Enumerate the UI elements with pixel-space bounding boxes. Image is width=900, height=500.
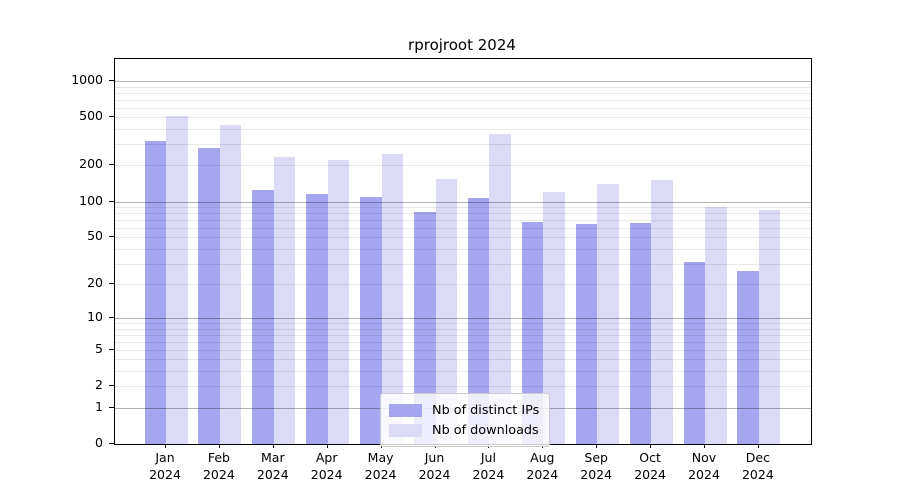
y-tick-label-1000: 1000 — [71, 71, 103, 87]
y-tick-label-500: 500 — [79, 108, 103, 124]
bar-downloads-feb — [219, 124, 242, 444]
bar-ips-oct — [629, 223, 652, 444]
x-tick-mark-oct — [650, 444, 652, 448]
y-tick-mark-10 — [109, 317, 114, 318]
x-tick-mark-jan — [165, 444, 166, 448]
bar-ips-feb — [198, 147, 220, 444]
x-tick-label-oct: Oct 2024 — [634, 450, 666, 482]
y-tick-mark-2 — [109, 385, 114, 387]
legend-item-distinct-ips: Nb of distinct IPs — [389, 400, 539, 420]
x-tick-mark-dec — [757, 444, 759, 448]
x-tick-mark-nov — [704, 444, 705, 448]
y-tick-mark-5 — [109, 348, 114, 350]
bar-ips-mar — [252, 189, 274, 444]
y-tick-label-200: 200 — [79, 156, 103, 172]
x-tick-label-dec: Dec 2024 — [741, 450, 774, 482]
y-tick-label-100: 100 — [79, 192, 103, 208]
bar-downloads-jul — [489, 133, 511, 444]
bar-downloads-dec — [758, 209, 781, 444]
y-tick-mark-50 — [109, 236, 114, 238]
x-tick-label-mar: Mar 2024 — [256, 450, 289, 482]
x-tick-label-feb: Feb 2024 — [202, 450, 235, 482]
legend-swatch-downloads-icon — [389, 423, 422, 437]
bar-ips-jul — [467, 198, 490, 444]
bar-ips-apr — [306, 194, 328, 444]
bar-downloads-may — [381, 153, 404, 444]
bar-ips-jan — [144, 140, 166, 444]
x-tick-label-sep: Sep 2024 — [580, 450, 613, 482]
bar-ips-dec — [737, 270, 759, 444]
y-tick-mark-1000 — [109, 79, 114, 81]
legend-label-downloads: Nb of downloads — [432, 422, 539, 438]
x-tick-mark-apr — [326, 444, 328, 448]
bars-layer — [115, 59, 811, 444]
x-tick-label-jul: Jul 2024 — [472, 450, 505, 482]
x-tick-label-aug: Aug 2024 — [526, 450, 559, 482]
bar-downloads-oct — [651, 180, 673, 444]
x-tick-mark-feb — [218, 444, 220, 448]
bar-ips-nov — [683, 261, 705, 444]
y-tick-label-50: 50 — [87, 228, 103, 244]
legend-label-distinct-ips: Nb of distinct IPs — [432, 402, 540, 418]
y-tick-label-2: 2 — [95, 377, 103, 393]
bar-downloads-sep — [597, 183, 619, 444]
plot-area: Nb of distinct IPs Nb of downloads — [114, 58, 812, 447]
bar-ips-jun — [414, 212, 436, 444]
bar-downloads-mar — [273, 156, 296, 444]
chart-title: rprojroot 2024 — [408, 36, 516, 54]
x-tick-label-nov: Nov 2024 — [688, 450, 720, 482]
y-tick-label-10: 10 — [87, 309, 103, 324]
bar-downloads-nov — [705, 206, 727, 444]
x-tick-label-may: May 2024 — [364, 450, 397, 482]
x-tick-mark-mar — [272, 444, 274, 448]
bar-downloads-aug — [543, 192, 565, 444]
y-tick-mark-500 — [109, 116, 114, 118]
y-tick-mark-20 — [109, 283, 114, 284]
y-tick-label-1: 1 — [95, 398, 103, 414]
bar-downloads-jan — [166, 115, 188, 444]
legend-item-downloads: Nb of downloads — [389, 420, 539, 440]
y-tick-label-5: 5 — [95, 340, 103, 356]
legend-swatch-ips-icon — [389, 403, 422, 417]
bar-ips-aug — [521, 221, 544, 444]
x-tick-label-apr: Apr 2024 — [310, 450, 343, 482]
x-tick-label-jun: Jun 2024 — [418, 450, 451, 482]
legend: Nb of distinct IPs Nb of downloads — [380, 393, 551, 447]
bar-downloads-jun — [435, 179, 457, 444]
y-tick-mark-0 — [109, 443, 114, 444]
bar-downloads-apr — [327, 160, 350, 444]
y-tick-mark-1 — [109, 406, 114, 408]
x-tick-mark-sep — [596, 444, 598, 448]
y-tick-mark-200 — [109, 164, 114, 166]
bar-ips-may — [360, 196, 382, 444]
x-tick-label-jan: Jan 2024 — [149, 450, 181, 482]
y-tick-label-0: 0 — [95, 435, 103, 450]
bar-ips-sep — [575, 223, 598, 444]
y-tick-mark-100 — [109, 200, 114, 202]
y-tick-label-20: 20 — [87, 275, 103, 290]
